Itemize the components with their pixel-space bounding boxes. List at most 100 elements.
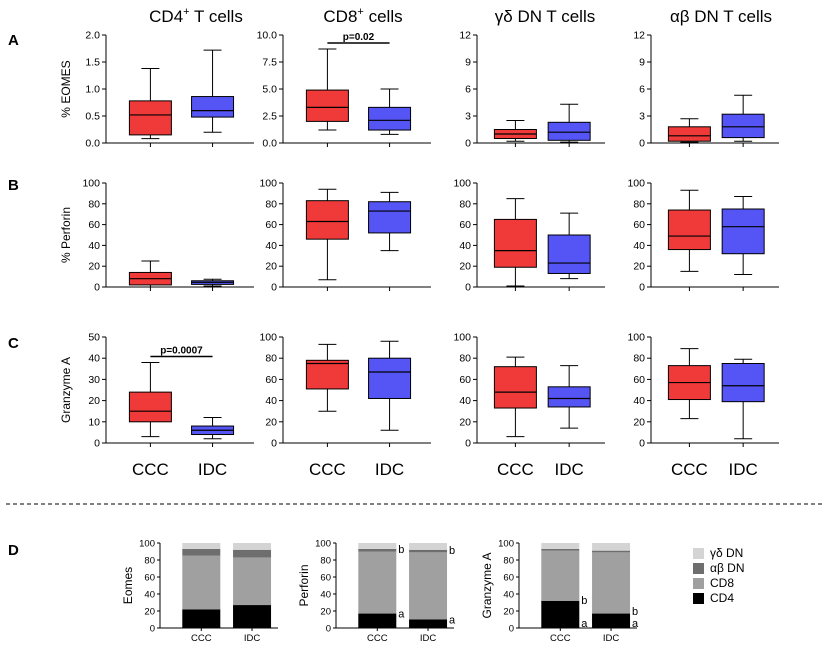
y-tick-label: 20 <box>88 261 100 273</box>
y-tick-label: 80 <box>633 198 645 210</box>
y-tick-label: 60 <box>459 374 471 386</box>
y-tick-label: 20 <box>459 416 471 428</box>
legend-label: CD4 <box>710 591 734 605</box>
y-tick-label: 6 <box>465 84 471 96</box>
iqr-box <box>721 363 765 403</box>
boxplot-panel-C4: 0 20 40 60 80 100 CCC IDC <box>627 332 779 479</box>
ccc-box <box>667 189 711 272</box>
ccc-box <box>493 198 537 287</box>
column-title-sup: + <box>357 6 363 18</box>
p-value-label: p=0.0007 <box>160 345 203 356</box>
y-tick-label: 0.5 <box>85 111 100 123</box>
y-axis-label: % EOMES <box>59 60 73 117</box>
stack-segment-cd8 <box>358 551 397 614</box>
y-tick-label: 80 <box>144 556 155 567</box>
iqr-box <box>368 106 412 131</box>
iqr-box <box>368 357 412 399</box>
y-tick-label: 0.0 <box>85 138 100 150</box>
stack-segment-cd8 <box>182 555 221 610</box>
idc-box <box>547 365 591 429</box>
y-tick-label: 100 <box>627 178 645 190</box>
y-axis-label: % Perforin <box>59 207 73 263</box>
x-category-label: CCC <box>191 633 212 644</box>
iqr-box <box>128 391 172 423</box>
y-tick-label: 12 <box>633 30 645 42</box>
y-tick-label: 30 <box>88 374 100 386</box>
y-tick-label: 10.0 <box>257 30 278 42</box>
idc-box <box>547 103 591 143</box>
y-tick-label: 12 <box>459 30 471 42</box>
y-tick-label: 0 <box>271 438 277 450</box>
stack-segment-cd4 <box>182 609 221 628</box>
idc-box <box>368 340 412 431</box>
iqr-box <box>547 121 591 141</box>
x-category-label: IDC <box>420 633 437 644</box>
x-category-label: CCC <box>132 460 169 479</box>
boxplot-panel-B1: 0 20 40 60 80 100 <box>82 178 254 294</box>
y-tick-label: 1.5 <box>85 57 100 69</box>
column-title-main: αβ DN T cells <box>670 7 772 26</box>
ccc-box <box>667 118 711 143</box>
y-tick-label: 60 <box>503 573 514 584</box>
significance-marker: a <box>581 618 588 630</box>
y-axis-label: Granzyme A <box>59 357 73 423</box>
y-tick-label: 100 <box>453 332 471 344</box>
stack-segment-cd4 <box>358 613 397 628</box>
legend-label: γδ DN <box>710 546 743 560</box>
ccc-box <box>128 260 172 288</box>
stack-segment-dn <box>592 550 631 553</box>
boxplot-panel-C2: 0 20 40 60 80 100 CCC IDC <box>259 332 431 479</box>
column-title-4: αβ DN T cells <box>670 7 772 26</box>
y-tick-label: 60 <box>265 374 277 386</box>
stack-segment-dn <box>233 543 272 550</box>
stack-segment-cd4 <box>541 600 580 628</box>
idc-box <box>368 88 412 135</box>
x-category-label: CCC <box>309 460 346 479</box>
y-tick-label: 5.0 <box>262 84 277 96</box>
ccc-box <box>128 361 172 438</box>
y-tick-label: 1.0 <box>85 84 100 96</box>
row-label-B: B <box>8 177 19 194</box>
y-tick-label: 40 <box>633 395 645 407</box>
y-tick-label: 80 <box>88 198 100 210</box>
y-tick-label: 40 <box>265 240 277 252</box>
y-axis-label: Perforin <box>297 564 311 606</box>
x-category-label: IDC <box>555 460 584 479</box>
iqr-box <box>191 96 235 118</box>
stack-segment-cd8 <box>592 552 631 614</box>
y-tick-label: 20 <box>459 261 471 273</box>
x-category-label: IDC <box>244 633 261 644</box>
y-tick-label: 50 <box>88 332 100 344</box>
y-tick-label: 20 <box>503 607 514 618</box>
iqr-box <box>493 218 537 268</box>
legend-swatch <box>693 593 704 604</box>
idc-box <box>191 278 235 287</box>
idc-box <box>721 196 765 276</box>
column-title-rest: cells <box>364 7 403 26</box>
stack-segment-cd8 <box>541 550 580 601</box>
iqr-box <box>667 126 711 142</box>
x-category-label: IDC <box>729 460 758 479</box>
y-tick-label: 0.0 <box>262 138 277 150</box>
iqr-box <box>305 200 349 240</box>
y-tick-label: 80 <box>503 556 514 567</box>
stacked-panel-1: Eomes 0 20 40 60 80 100 CCC IDC <box>121 539 278 644</box>
column-title-rest: T cells <box>190 7 243 26</box>
y-tick-label: 20 <box>88 395 100 407</box>
stack-segment-dn <box>541 543 580 549</box>
y-tick-label: 20 <box>265 261 277 273</box>
column-title-2: CD8+ cells <box>323 6 402 26</box>
stack-segment-dn <box>182 548 221 556</box>
idc-box <box>721 358 765 440</box>
p-value-label: p=0.02 <box>343 32 375 43</box>
row-label-C: C <box>8 335 19 352</box>
significance-marker: a <box>449 615 456 627</box>
y-tick-label: 2.5 <box>262 111 277 123</box>
y-tick-label: 0 <box>94 282 100 294</box>
y-tick-label: 100 <box>453 178 471 190</box>
y-tick-label: 3 <box>639 111 645 123</box>
column-title-3: γδ DN T cells <box>495 7 595 26</box>
column-title-main: γδ DN T cells <box>495 7 595 26</box>
y-tick-label: 0 <box>639 438 645 450</box>
